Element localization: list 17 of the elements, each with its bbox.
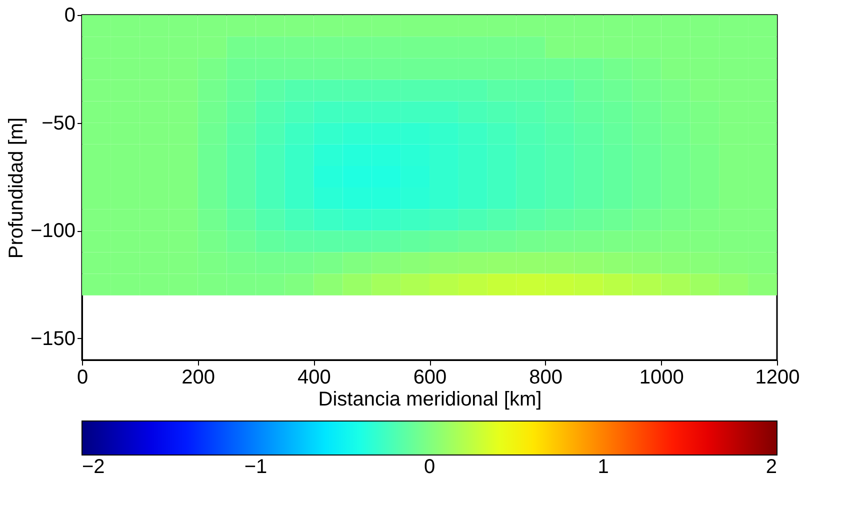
color-bar-label: −2 (82, 456, 105, 478)
x-tick-label: 1000 (639, 366, 684, 388)
x-tick-label: 1200 (755, 366, 800, 388)
color-bar-label: 0 (424, 456, 436, 478)
color-bar-label: 2 (766, 456, 777, 478)
y-tick-label: −50 (42, 112, 76, 134)
y-tick-label: 0 (64, 4, 76, 26)
y-axis-title: Profundidad [m] (5, 117, 28, 259)
x-axis-title: Distancia meridional [km] (318, 388, 542, 410)
x-tick-label: 600 (413, 366, 447, 388)
x-tick-label: 800 (529, 366, 563, 388)
x-tick-label: 200 (182, 366, 216, 388)
color-bar-label: 1 (598, 456, 609, 478)
y-tick-label: −100 (30, 220, 76, 242)
color-bar-label: −1 (244, 456, 268, 478)
y-tick-label: −150 (30, 328, 76, 350)
x-tick-label: 400 (297, 366, 331, 388)
